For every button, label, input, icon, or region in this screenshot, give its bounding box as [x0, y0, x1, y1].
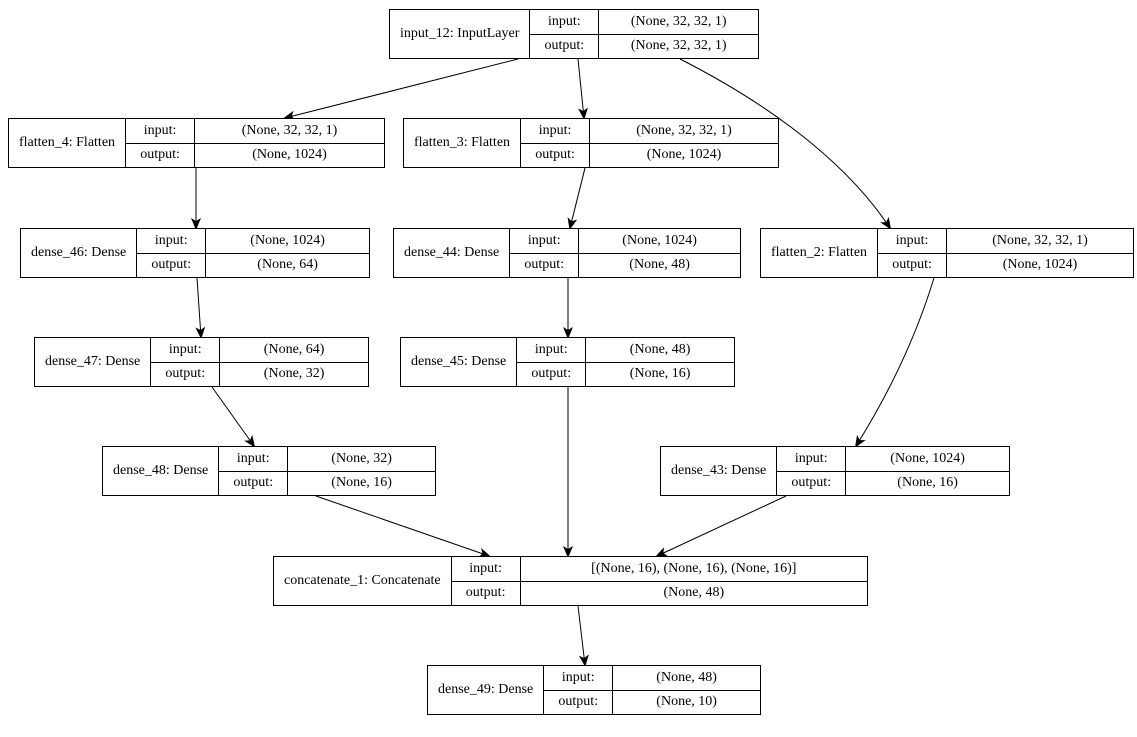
- node-name: flatten_3: Flatten: [404, 119, 521, 167]
- output-value: (None, 1024): [947, 254, 1133, 278]
- input-label: input:: [510, 229, 579, 253]
- node-dense_49: dense_49: Denseinput:(None, 48)output:(N…: [427, 665, 761, 715]
- output-value: (None, 48): [579, 254, 740, 278]
- input-value: (None, 64): [220, 338, 368, 362]
- output-label: output:: [151, 363, 220, 387]
- output-value: (None, 1024): [590, 144, 778, 168]
- output-value: (None, 16): [288, 472, 435, 496]
- node-name: flatten_4: Flatten: [9, 119, 126, 167]
- node-io: input:(None, 64)output:(None, 32): [151, 338, 368, 386]
- output-label: output:: [452, 582, 521, 606]
- output-label: output:: [219, 472, 288, 496]
- input-label: input:: [151, 338, 220, 362]
- node-io: input:(None, 1024)output:(None, 64): [137, 229, 369, 277]
- output-label: output:: [521, 144, 590, 168]
- diagram-canvas: input_12: InputLayerinput:(None, 32, 32,…: [0, 0, 1137, 737]
- node-name: input_12: InputLayer: [390, 10, 530, 58]
- output-label: output:: [878, 254, 947, 278]
- node-io: input:(None, 32, 32, 1)output:(None, 102…: [126, 119, 384, 167]
- edge-input_12-to-flatten_4: [285, 59, 518, 118]
- edge-dense_47-to-dense_48: [212, 387, 254, 446]
- node-dense_48: dense_48: Denseinput:(None, 32)output:(N…: [102, 446, 436, 496]
- output-value: (None, 16): [846, 472, 1009, 496]
- input-label: input:: [517, 338, 586, 362]
- node-input_12: input_12: InputLayerinput:(None, 32, 32,…: [389, 9, 759, 59]
- node-flatten_4: flatten_4: Flatteninput:(None, 32, 32, 1…: [8, 118, 385, 168]
- input-label: input:: [219, 447, 288, 471]
- edge-dense_43-to-concat_1: [657, 496, 786, 556]
- node-flatten_2: flatten_2: Flatteninput:(None, 32, 32, 1…: [760, 228, 1134, 278]
- output-label: output:: [510, 254, 579, 278]
- edge-flatten_2-to-dense_43: [856, 278, 934, 446]
- node-flatten_3: flatten_3: Flatteninput:(None, 32, 32, 1…: [403, 118, 779, 168]
- input-value: (None, 48): [613, 666, 760, 690]
- output-value: (None, 64): [206, 254, 369, 278]
- input-label: input:: [777, 447, 846, 471]
- input-value: (None, 32): [288, 447, 435, 471]
- input-label: input:: [878, 229, 947, 253]
- edge-concat_1-to-dense_49: [578, 606, 585, 665]
- edge-flatten_3-to-dense_44: [570, 168, 585, 228]
- output-value: (None, 48): [521, 582, 867, 606]
- edge-dense_46-to-dense_47: [197, 278, 201, 337]
- input-value: (None, 1024): [206, 229, 369, 253]
- node-concat_1: concatenate_1: Concatenateinput:[(None, …: [273, 556, 868, 606]
- output-value: (None, 10): [613, 691, 760, 715]
- output-value: (None, 32, 32, 1): [599, 35, 758, 59]
- node-dense_46: dense_46: Denseinput:(None, 1024)output:…: [20, 228, 370, 278]
- node-name: dense_47: Dense: [35, 338, 151, 386]
- output-value: (None, 16): [586, 363, 734, 387]
- output-label: output:: [777, 472, 846, 496]
- node-io: input:(None, 1024)output:(None, 16): [777, 447, 1009, 495]
- node-io: input:(None, 32, 32, 1)output:(None, 32,…: [530, 10, 758, 58]
- output-label: output:: [137, 254, 206, 278]
- node-dense_44: dense_44: Denseinput:(None, 1024)output:…: [393, 228, 741, 278]
- node-dense_43: dense_43: Denseinput:(None, 1024)output:…: [660, 446, 1010, 496]
- node-name: dense_49: Dense: [428, 666, 544, 714]
- node-io: input:(None, 48)output:(None, 10): [544, 666, 760, 714]
- input-label: input:: [126, 119, 195, 143]
- input-value: (None, 32, 32, 1): [947, 229, 1133, 253]
- edge-input_12-to-flatten_3: [578, 59, 584, 118]
- node-io: input:(None, 32, 32, 1)output:(None, 102…: [521, 119, 778, 167]
- input-value: (None, 32, 32, 1): [599, 10, 758, 34]
- input-value: (None, 1024): [846, 447, 1009, 471]
- input-label: input:: [137, 229, 206, 253]
- node-name: dense_43: Dense: [661, 447, 777, 495]
- output-label: output:: [530, 35, 599, 59]
- node-io: input:(None, 1024)output:(None, 48): [510, 229, 740, 277]
- node-io: input:(None, 32)output:(None, 16): [219, 447, 435, 495]
- output-value: (None, 1024): [195, 144, 384, 168]
- node-io: input:(None, 48)output:(None, 16): [517, 338, 734, 386]
- node-name: dense_48: Dense: [103, 447, 219, 495]
- input-label: input:: [521, 119, 590, 143]
- node-io: input:[(None, 16), (None, 16), (None, 16…: [452, 557, 867, 605]
- input-value: (None, 32, 32, 1): [590, 119, 778, 143]
- input-value: [(None, 16), (None, 16), (None, 16)]: [521, 557, 867, 581]
- output-label: output:: [126, 144, 195, 168]
- node-name: dense_45: Dense: [401, 338, 517, 386]
- node-name: dense_44: Dense: [394, 229, 510, 277]
- node-name: dense_46: Dense: [21, 229, 137, 277]
- node-dense_45: dense_45: Denseinput:(None, 48)output:(N…: [400, 337, 735, 387]
- input-value: (None, 32, 32, 1): [195, 119, 384, 143]
- node-io: input:(None, 32, 32, 1)output:(None, 102…: [878, 229, 1133, 277]
- output-label: output:: [517, 363, 586, 387]
- node-dense_47: dense_47: Denseinput:(None, 64)output:(N…: [34, 337, 369, 387]
- input-label: input:: [452, 557, 521, 581]
- node-name: concatenate_1: Concatenate: [274, 557, 452, 605]
- node-name: flatten_2: Flatten: [761, 229, 878, 277]
- input-label: input:: [530, 10, 599, 34]
- output-value: (None, 32): [220, 363, 368, 387]
- output-label: output:: [544, 691, 613, 715]
- edge-dense_48-to-concat_1: [316, 496, 489, 556]
- input-value: (None, 48): [586, 338, 734, 362]
- input-label: input:: [544, 666, 613, 690]
- input-value: (None, 1024): [579, 229, 740, 253]
